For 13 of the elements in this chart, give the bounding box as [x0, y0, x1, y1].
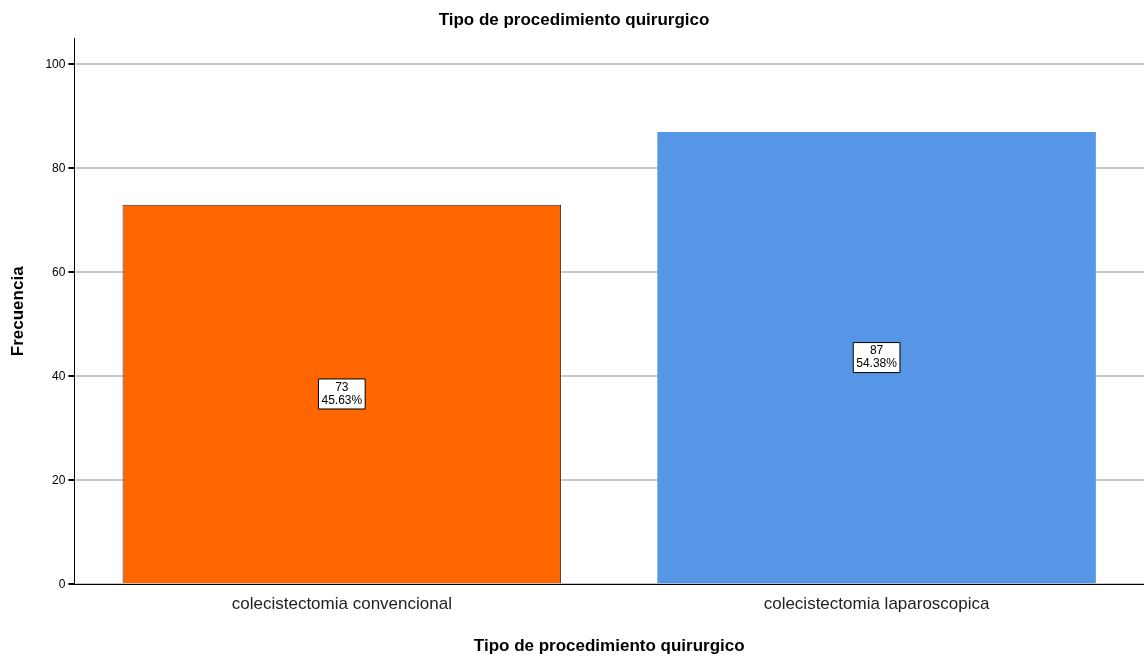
- x-tick-label: colecistectomia convencional: [231, 594, 452, 614]
- y-tick-label: 100: [45, 56, 66, 71]
- y-axis-title: Frecuencia: [7, 265, 27, 357]
- y-tick-label: 0: [58, 576, 66, 591]
- y-tick-label: 80: [52, 160, 66, 175]
- y-tick-label: 20: [52, 472, 66, 487]
- y-tick-label: 60: [52, 264, 66, 279]
- y-tick-label: 40: [52, 368, 66, 383]
- data-label: 87 54.38%: [856, 343, 898, 371]
- chart-title: Tipo de procedimiento quirurgico: [438, 9, 710, 29]
- x-tick-label: colecistectomia laparoscopica: [763, 594, 991, 614]
- x-axis-title: Tipo de procedimiento quirurgico: [473, 636, 745, 656]
- data-label: 73 45.63%: [321, 379, 363, 407]
